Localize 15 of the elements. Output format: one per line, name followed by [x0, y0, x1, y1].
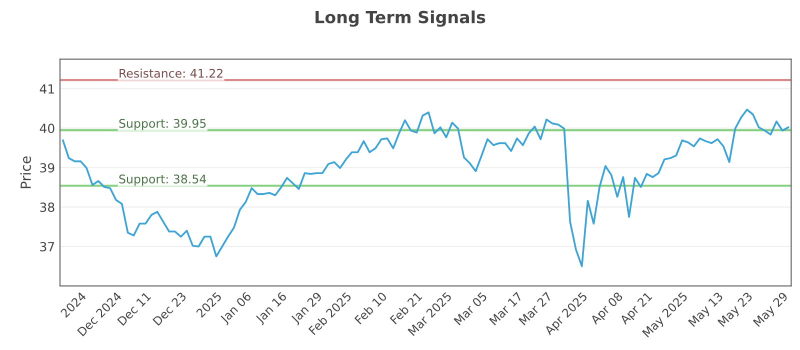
- x-tick-label: Mar 05: [454, 292, 488, 326]
- ref-line-label: Resistance: 41.22: [120, 68, 222, 78]
- y-tick-label: 41: [40, 84, 54, 94]
- y-axis-title: Price: [20, 156, 31, 188]
- y-tick-label: 39: [40, 163, 54, 173]
- x-tick-label: Feb 10: [354, 291, 388, 325]
- ref-line-label: Support: 38.54: [119, 174, 206, 186]
- x-tick-label: Dec 23: [152, 292, 187, 326]
- ref-line-label: Support: 39.95: [119, 118, 206, 130]
- x-tick-label: Jan 16: [254, 291, 289, 326]
- y-tick-label: 37: [40, 242, 54, 252]
- y-tick-label: 40: [40, 124, 54, 134]
- y-tick-label: 38: [40, 202, 54, 212]
- line-series: [62, 108, 790, 268]
- chart-title: Long Term Signals: [316, 10, 486, 27]
